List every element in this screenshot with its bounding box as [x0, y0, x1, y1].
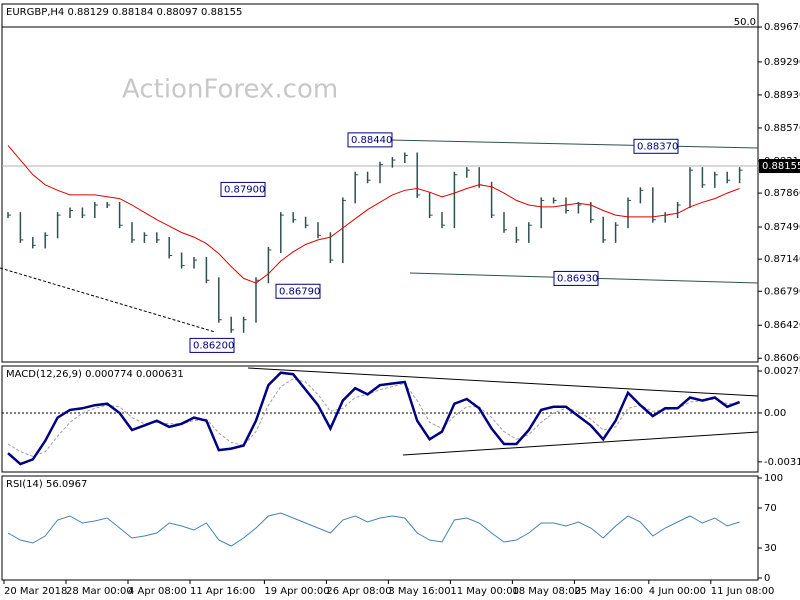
trendline	[402, 431, 759, 456]
x-tick-label: 3 May 16:00	[388, 586, 450, 597]
x-tick-label: 4 Jun 00:00	[649, 586, 706, 597]
x-tick-label: 26 Apr 08:00	[326, 586, 391, 597]
series-line	[7, 378, 740, 457]
panel-title: MACD(12,26,9) 0.000774 0.000631	[6, 369, 184, 380]
y-tick-label: 0	[764, 573, 770, 584]
x-tick-label: 25 May 16:00	[574, 586, 643, 597]
y-tick-label: 0.002706	[764, 366, 800, 377]
panel-title: EURGBP,H4 0.88129 0.88184 0.88097 0.8815…	[6, 7, 242, 18]
annotation-label: 0.88370	[637, 141, 678, 152]
x-tick-label: 18 May 08:00	[512, 586, 581, 597]
x-tick-label: 19 Apr 00:00	[264, 586, 329, 597]
trendline	[247, 367, 759, 397]
y-tick-label: 70	[764, 503, 777, 514]
x-tick-label: 20 Mar 2018	[4, 586, 67, 597]
y-tick-label: -0.003155	[764, 457, 800, 468]
x-tick-label: 11 May 00:00	[450, 586, 519, 597]
annotation-label: 0.86790	[279, 286, 320, 297]
y-tick-label: 100	[764, 473, 783, 484]
y-tick-label: 0.89670	[764, 22, 800, 33]
annotation-box	[220, 181, 266, 197]
price-panel	[1, 3, 759, 363]
x-tick-label: 11 Apr 16:00	[190, 586, 255, 597]
panel-title: RSI(14) 56.0967	[6, 479, 87, 490]
annotation-box	[275, 283, 321, 299]
x-tick-label: 11 Jun 08:00	[711, 586, 775, 597]
trendline	[0, 267, 216, 333]
y-tick-label: 0.00	[764, 408, 786, 419]
annotation-box	[553, 270, 599, 286]
annotation-label: 0.88440	[351, 135, 392, 146]
watermark: ActionForex.com	[122, 75, 338, 105]
series-line	[7, 512, 740, 547]
macd-panel	[1, 365, 759, 473]
level-label: 50.0	[734, 17, 756, 28]
annotation-label: 0.87900	[224, 184, 265, 195]
x-tick-label: 28 Mar 00:00	[66, 586, 133, 597]
rsi-panel	[1, 475, 759, 581]
current-price-label: 0.88155	[762, 161, 800, 172]
y-tick-label: 30	[764, 543, 777, 554]
annotation-label: 0.86930	[557, 273, 598, 284]
y-tick-label: 0.86790	[764, 286, 800, 297]
series-line	[7, 371, 741, 466]
trendline	[389, 139, 759, 149]
annotation-box	[347, 132, 393, 148]
series-line	[7, 145, 740, 284]
x-tick-label: 4 Apr 08:00	[128, 586, 187, 597]
current-price-box	[759, 159, 800, 174]
annotation-box	[633, 138, 679, 154]
annotation-box	[189, 337, 235, 353]
annotation-label: 0.86200	[193, 340, 234, 351]
